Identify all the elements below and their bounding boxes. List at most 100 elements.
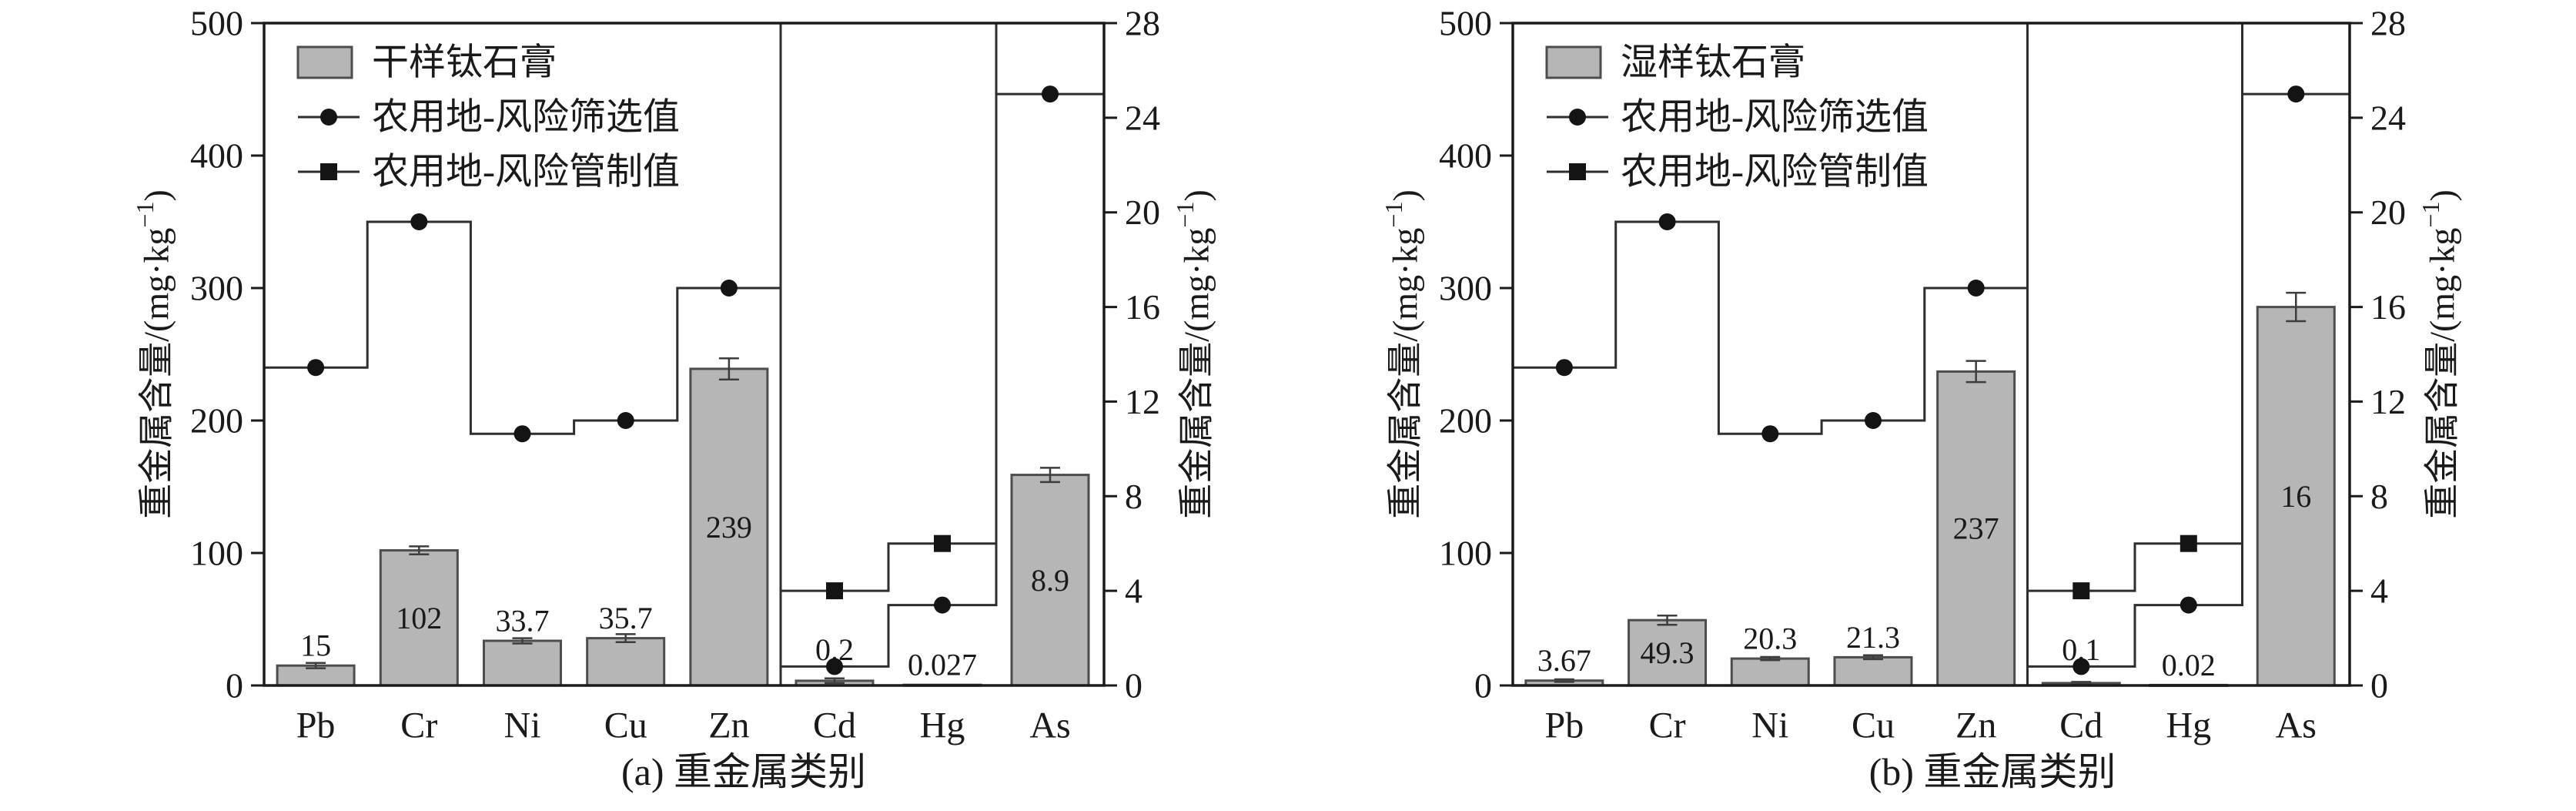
plot-frame-b: [1511, 22, 2351, 687]
left-tick-label-b-0: 0: [1474, 666, 1492, 705]
error-bar-b-Cu: [1862, 654, 1883, 661]
screening-marker-a-Cd: [826, 658, 843, 675]
category-label-b-Zn: Zn: [1955, 705, 1996, 746]
right-tick-label-a-4: 4: [1125, 571, 1142, 611]
category-label-b-As: As: [2276, 705, 2317, 746]
category-label-a-Cd: Cd: [813, 705, 856, 746]
legend-square-marker-icon: [320, 163, 337, 180]
legend-circle-marker-icon: [1569, 109, 1586, 126]
bar-value-a-Hg: 0.027: [908, 648, 977, 682]
right-tick-label-a-28: 28: [1125, 4, 1160, 43]
control-step-line-a: [781, 23, 998, 592]
plot-frame-a: [263, 22, 1106, 687]
bar-value-b-Ni: 20.3: [1743, 622, 1797, 656]
right-tick-label-b-16: 16: [2370, 287, 2406, 327]
category-label-b-Ni: Ni: [1751, 705, 1788, 746]
category-label-a-Cu: Cu: [604, 705, 647, 746]
error-bar-a-Zn: [718, 357, 739, 380]
category-label-a-Hg: Hg: [920, 705, 965, 746]
left-tick-label-a-500: 500: [190, 4, 243, 43]
legend-label-b-1: 农用地-风险筛选值: [1621, 97, 1929, 138]
y-axis-title-left-a: 重金属含量/(mg·kg−1): [131, 189, 176, 519]
right-tick-label-b-24: 24: [2370, 98, 2406, 137]
bar-value-a-Cu: 35.7: [599, 601, 653, 635]
left-tick-label-b-200: 200: [1439, 401, 1492, 441]
left-tick-label-b-400: 400: [1439, 136, 1492, 176]
control-marker-a-Hg: [934, 535, 951, 552]
legend-label-a-1: 农用地-风险筛选值: [372, 97, 680, 138]
error-bar-b-Cr: [1657, 614, 1678, 626]
category-label-a-As: As: [1029, 705, 1070, 746]
screening-marker-a-Cr: [410, 213, 428, 230]
bar-b-Cr: [1628, 618, 1708, 687]
bar-value-a-Cr: 102: [396, 601, 442, 635]
category-label-b-Pb: Pb: [1545, 705, 1584, 746]
control-marker-b-Hg: [2180, 535, 2197, 552]
category-label-a-Zn: Zn: [708, 705, 749, 746]
legend-label-b-0: 湿样钛石膏: [1621, 42, 1805, 83]
bar-b-Ni: [1730, 657, 1810, 687]
error-bar-b-As: [2286, 291, 2307, 323]
left-tick-label-b-500: 500: [1439, 4, 1492, 43]
error-bar-a-Cd: [824, 677, 845, 685]
legend-label-a-0: 干样钛石膏: [372, 42, 557, 83]
bar-a-As: [1010, 474, 1090, 687]
right-tick-label-b-8: 8: [2370, 477, 2388, 516]
right-tick-label-a-24: 24: [1125, 98, 1160, 137]
screening-marker-a-Pb: [307, 359, 325, 377]
left-tick-label-b-100: 100: [1439, 534, 1492, 573]
right-tick-label-b-4: 4: [2370, 571, 2388, 611]
control-marker-b-Cd: [2073, 582, 2090, 600]
bar-b-Cu: [1833, 655, 1913, 687]
screening-marker-a-As: [1042, 85, 1059, 103]
category-label-a-Ni: Ni: [504, 705, 541, 746]
bar-value-b-Zn: 237: [1953, 511, 1999, 546]
screening-marker-b-Ni: [1761, 425, 1779, 443]
error-bar-a-Ni: [512, 637, 533, 645]
bar-a-Cu: [586, 637, 666, 687]
caption-panel-b: (b) 重金属类别: [1868, 750, 2116, 793]
y-axis-title-right-b: 重金属含量/(mg·kg−1): [2417, 189, 2462, 519]
bar-a-Ni: [482, 639, 562, 687]
right-tick-label-b-12: 12: [2370, 382, 2406, 421]
bar-value-b-As: 16: [2280, 479, 2311, 514]
screening-marker-a-Hg: [934, 596, 951, 614]
right-tick-label-a-8: 8: [1125, 477, 1142, 516]
bar-value-b-Hg: 0.02: [2162, 648, 2216, 682]
legend-square-marker-icon: [1569, 163, 1586, 180]
right-tick-label-a-16: 16: [1125, 287, 1160, 327]
bar-b-As: [2256, 306, 2336, 687]
right-tick-label-b-0: 0: [2370, 666, 2388, 705]
screening-marker-b-Pb: [1555, 359, 1573, 377]
category-label-b-Cd: Cd: [2059, 705, 2103, 746]
bar-value-b-Cu: 21.3: [1846, 620, 1900, 655]
error-bar-b-Ni: [1760, 655, 1781, 662]
screening-marker-b-Hg: [2180, 596, 2197, 614]
left-tick-label-a-100: 100: [190, 534, 243, 573]
screening-marker-b-Cr: [1658, 213, 1676, 230]
category-label-a-Pb: Pb: [296, 705, 336, 746]
legend-label-a-2: 农用地-风险管制值: [372, 152, 680, 193]
right-tick-label-a-0: 0: [1125, 666, 1142, 705]
screening-marker-a-Zn: [720, 280, 738, 297]
bar-value-a-As: 8.9: [1031, 563, 1069, 598]
left-tick-label-a-0: 0: [226, 666, 243, 705]
category-label-b-Cr: Cr: [1649, 705, 1686, 746]
control-marker-a-Cd: [826, 582, 843, 600]
error-bar-b-Zn: [1965, 360, 1986, 384]
screening-marker-b-Cd: [2073, 658, 2090, 675]
legend-swatch-bar-icon: [296, 45, 353, 79]
right-tick-label-b-28: 28: [2370, 4, 2406, 43]
error-bar-a-Cu: [615, 633, 636, 644]
legend-circle-marker-icon: [320, 109, 337, 126]
y-axis-title-right-a: 重金属含量/(mg·kg−1): [1171, 189, 1216, 519]
error-bar-a-Cr: [409, 545, 430, 555]
right-tick-label-a-20: 20: [1125, 193, 1160, 232]
bar-value-b-Pb: 3.67: [1537, 643, 1591, 678]
